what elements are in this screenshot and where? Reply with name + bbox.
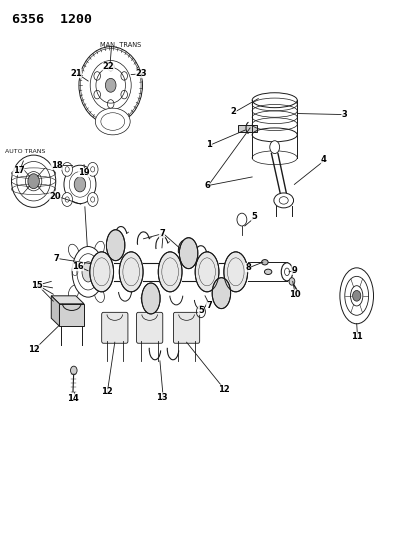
- Circle shape: [28, 174, 39, 189]
- Text: 4: 4: [320, 156, 326, 164]
- Text: AUTO TRANS: AUTO TRANS: [5, 149, 45, 154]
- Text: 15: 15: [31, 281, 43, 289]
- Ellipse shape: [95, 108, 130, 135]
- Ellipse shape: [68, 285, 79, 300]
- Text: 12: 12: [28, 345, 40, 353]
- Text: 1: 1: [206, 141, 211, 149]
- Circle shape: [87, 163, 98, 176]
- Ellipse shape: [212, 278, 230, 309]
- Text: 11: 11: [350, 333, 362, 341]
- Ellipse shape: [195, 252, 218, 292]
- Circle shape: [70, 366, 77, 375]
- Ellipse shape: [281, 263, 292, 281]
- Circle shape: [62, 163, 72, 176]
- Text: 3: 3: [341, 110, 346, 119]
- Ellipse shape: [261, 260, 267, 265]
- Text: 17: 17: [13, 166, 24, 175]
- Polygon shape: [59, 304, 84, 326]
- Text: 6356  1200: 6356 1200: [12, 13, 92, 26]
- Text: 7: 7: [206, 301, 211, 310]
- Ellipse shape: [179, 238, 198, 269]
- Ellipse shape: [11, 155, 56, 207]
- Text: 6: 6: [204, 181, 209, 190]
- Text: 7: 7: [54, 254, 59, 263]
- Ellipse shape: [142, 283, 160, 314]
- Ellipse shape: [158, 252, 182, 292]
- Circle shape: [352, 290, 360, 301]
- Text: 19: 19: [78, 168, 90, 177]
- FancyBboxPatch shape: [237, 125, 257, 132]
- Ellipse shape: [79, 47, 142, 124]
- Circle shape: [269, 141, 279, 154]
- Text: 18: 18: [51, 161, 62, 169]
- Text: 13: 13: [156, 393, 167, 401]
- Text: 12: 12: [101, 387, 112, 396]
- Text: 14: 14: [67, 394, 79, 402]
- Ellipse shape: [94, 241, 104, 256]
- Ellipse shape: [252, 93, 297, 108]
- Ellipse shape: [273, 193, 293, 208]
- Ellipse shape: [82, 262, 94, 282]
- Text: 7: 7: [159, 229, 164, 238]
- FancyBboxPatch shape: [136, 312, 162, 343]
- Text: 5: 5: [198, 306, 203, 314]
- Circle shape: [288, 278, 294, 285]
- Text: 20: 20: [49, 192, 61, 200]
- Text: 5: 5: [251, 213, 256, 221]
- Polygon shape: [51, 296, 84, 304]
- Text: 2: 2: [230, 108, 236, 116]
- Ellipse shape: [64, 165, 96, 204]
- Ellipse shape: [68, 244, 79, 259]
- Circle shape: [62, 192, 72, 206]
- Text: 23: 23: [135, 69, 147, 78]
- Ellipse shape: [339, 268, 373, 324]
- Text: 9: 9: [291, 266, 297, 274]
- FancyBboxPatch shape: [101, 312, 128, 343]
- Ellipse shape: [264, 269, 271, 274]
- Circle shape: [87, 192, 98, 206]
- Text: 8: 8: [245, 263, 250, 272]
- Text: 12: 12: [217, 385, 229, 393]
- Circle shape: [105, 78, 116, 92]
- Text: 22: 22: [103, 62, 114, 71]
- Ellipse shape: [94, 287, 104, 302]
- Text: 16: 16: [72, 262, 83, 271]
- Ellipse shape: [106, 230, 124, 261]
- Ellipse shape: [223, 252, 247, 292]
- Text: MAN. TRANS: MAN. TRANS: [100, 42, 142, 48]
- Ellipse shape: [90, 252, 113, 292]
- Text: 21: 21: [70, 69, 81, 78]
- Circle shape: [74, 177, 85, 192]
- Ellipse shape: [72, 246, 104, 297]
- Polygon shape: [51, 296, 59, 326]
- Ellipse shape: [119, 252, 143, 292]
- Text: 10: 10: [288, 290, 299, 298]
- FancyBboxPatch shape: [173, 312, 199, 343]
